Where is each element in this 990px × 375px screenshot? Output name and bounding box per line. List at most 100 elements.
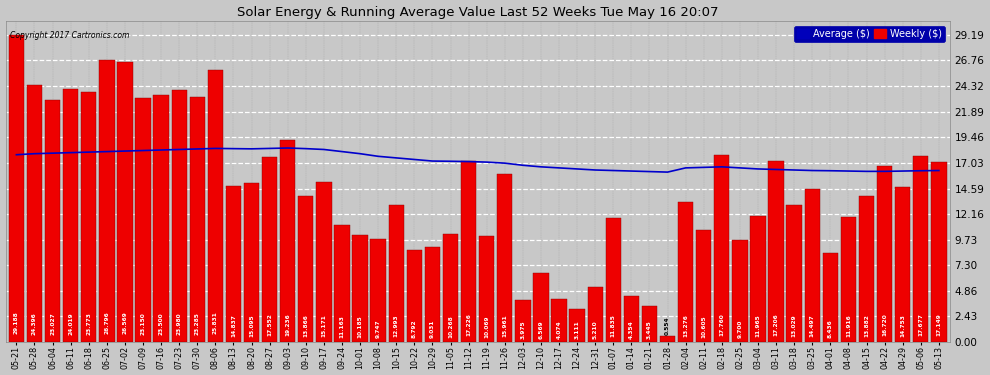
Bar: [352, 235, 367, 342]
Bar: [606, 217, 621, 342]
Text: Copyright 2017 Cartronics.com: Copyright 2017 Cartronics.com: [10, 31, 130, 40]
Bar: [63, 89, 78, 342]
Bar: [587, 287, 603, 342]
Text: 0.554: 0.554: [665, 316, 670, 335]
Bar: [534, 273, 548, 342]
Bar: [370, 240, 386, 342]
Text: 23.285: 23.285: [195, 312, 200, 335]
Bar: [99, 60, 115, 342]
Title: Solar Energy & Running Average Value Last 52 Weeks Tue May 16 20:07: Solar Energy & Running Average Value Las…: [237, 6, 719, 18]
Bar: [497, 174, 513, 342]
Text: 17.226: 17.226: [466, 314, 471, 336]
Bar: [153, 95, 168, 342]
Bar: [858, 196, 874, 342]
Text: 23.150: 23.150: [141, 312, 146, 335]
Text: 25.831: 25.831: [213, 312, 218, 334]
Bar: [932, 162, 946, 342]
Text: 11.916: 11.916: [845, 315, 851, 338]
Text: 14.497: 14.497: [810, 314, 815, 337]
Text: 15.095: 15.095: [249, 314, 254, 337]
Bar: [190, 97, 205, 342]
Bar: [714, 155, 730, 342]
Text: 29.188: 29.188: [14, 311, 19, 334]
Bar: [461, 161, 476, 342]
Bar: [551, 299, 566, 342]
Text: 26.569: 26.569: [123, 312, 128, 334]
Bar: [27, 86, 43, 342]
Text: 23.773: 23.773: [86, 312, 91, 335]
Text: 24.019: 24.019: [68, 312, 73, 335]
Text: 10.185: 10.185: [357, 315, 362, 338]
Bar: [841, 217, 856, 342]
Text: 17.552: 17.552: [267, 314, 272, 336]
Bar: [298, 196, 314, 342]
Text: 5.210: 5.210: [593, 320, 598, 339]
Bar: [316, 182, 332, 342]
Text: 12.993: 12.993: [394, 315, 399, 337]
Text: 15.171: 15.171: [322, 314, 327, 337]
Bar: [262, 158, 277, 342]
Text: 14.753: 14.753: [900, 314, 905, 337]
Bar: [81, 92, 96, 342]
Text: 14.837: 14.837: [231, 314, 236, 337]
Bar: [895, 187, 911, 342]
Bar: [208, 70, 223, 342]
Text: 13.882: 13.882: [864, 314, 869, 337]
Text: 23.500: 23.500: [158, 312, 163, 335]
Bar: [226, 186, 242, 342]
Bar: [733, 240, 747, 342]
Text: 10.069: 10.069: [484, 315, 489, 338]
Text: 13.866: 13.866: [303, 314, 308, 337]
Text: 10.605: 10.605: [701, 315, 706, 338]
Text: 10.268: 10.268: [448, 315, 453, 338]
Text: 17.206: 17.206: [773, 314, 778, 336]
Text: 4.074: 4.074: [556, 321, 561, 339]
Bar: [569, 309, 585, 342]
Text: 23.027: 23.027: [50, 312, 55, 335]
Bar: [136, 99, 150, 342]
Bar: [515, 300, 531, 342]
Text: 9.700: 9.700: [738, 320, 742, 338]
Bar: [913, 156, 929, 342]
Text: 19.236: 19.236: [285, 313, 290, 336]
Text: 16.720: 16.720: [882, 314, 887, 336]
Bar: [407, 249, 422, 342]
Bar: [171, 90, 187, 342]
Text: 17.677: 17.677: [919, 314, 924, 336]
Text: 11.965: 11.965: [755, 315, 760, 338]
Text: 8.792: 8.792: [412, 320, 417, 338]
Text: 4.354: 4.354: [629, 320, 634, 339]
Text: 15.961: 15.961: [502, 314, 507, 337]
Bar: [335, 225, 349, 342]
Legend: Average ($), Weekly ($): Average ($), Weekly ($): [794, 26, 944, 42]
Bar: [117, 63, 133, 342]
Bar: [280, 140, 295, 342]
Bar: [877, 166, 892, 342]
Text: 24.396: 24.396: [32, 312, 37, 335]
Bar: [678, 202, 693, 342]
Text: 6.569: 6.569: [539, 320, 544, 339]
Bar: [642, 306, 657, 342]
Bar: [45, 100, 60, 342]
Bar: [9, 35, 24, 342]
Text: 23.980: 23.980: [176, 312, 182, 335]
Text: 11.835: 11.835: [611, 315, 616, 338]
Text: 3.445: 3.445: [646, 321, 652, 339]
Text: 26.796: 26.796: [104, 312, 109, 334]
Bar: [388, 206, 404, 342]
Text: 17.149: 17.149: [937, 314, 941, 336]
Text: 13.029: 13.029: [792, 315, 797, 337]
Text: 3.975: 3.975: [521, 321, 526, 339]
Bar: [443, 234, 458, 342]
Bar: [479, 236, 494, 342]
Bar: [786, 205, 802, 342]
Text: 11.163: 11.163: [340, 315, 345, 338]
Bar: [768, 161, 784, 342]
Text: 13.276: 13.276: [683, 314, 688, 337]
Bar: [425, 247, 441, 342]
Text: 3.111: 3.111: [574, 321, 579, 339]
Bar: [805, 189, 820, 342]
Bar: [244, 183, 259, 342]
Bar: [696, 231, 712, 342]
Bar: [624, 296, 640, 342]
